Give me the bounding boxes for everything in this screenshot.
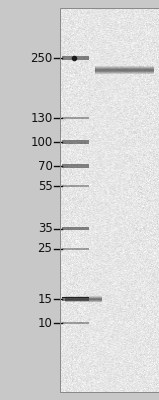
Text: 10: 10 [38,317,52,330]
Bar [62,140,89,144]
Text: 250: 250 [30,52,52,64]
Bar [62,248,89,250]
Bar [62,164,89,168]
Text: 70: 70 [38,160,52,172]
Text: 15: 15 [38,293,52,306]
Bar [62,185,89,187]
Text: 35: 35 [38,222,52,235]
Bar [62,117,89,119]
Text: 55: 55 [38,180,52,192]
Bar [62,56,89,60]
Bar [62,227,89,230]
Bar [62,322,89,324]
Text: 100: 100 [30,136,52,148]
Text: 130: 130 [30,112,52,124]
Bar [62,298,89,301]
Bar [60,8,159,392]
Text: 25: 25 [38,242,52,255]
